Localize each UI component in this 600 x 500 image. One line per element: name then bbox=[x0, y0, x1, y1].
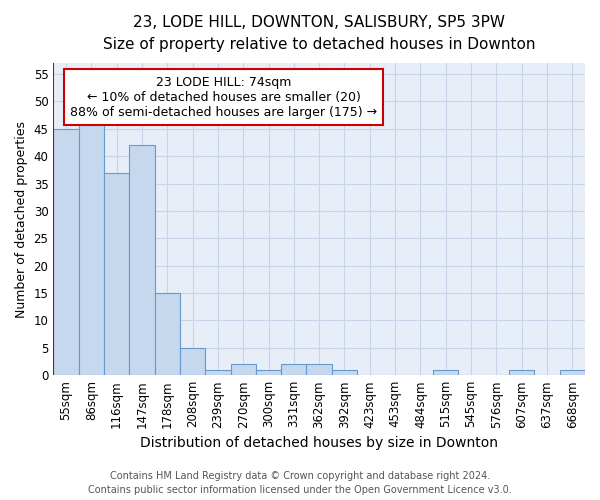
Bar bbox=[230, 364, 256, 375]
Bar bbox=[560, 370, 585, 375]
Text: 23 LODE HILL: 74sqm
← 10% of detached houses are smaller (20)
88% of semi-detach: 23 LODE HILL: 74sqm ← 10% of detached ho… bbox=[70, 76, 377, 118]
Bar bbox=[509, 370, 535, 375]
Y-axis label: Number of detached properties: Number of detached properties bbox=[15, 120, 28, 318]
X-axis label: Distribution of detached houses by size in Downton: Distribution of detached houses by size … bbox=[140, 436, 498, 450]
Bar bbox=[205, 370, 230, 375]
Bar bbox=[332, 370, 357, 375]
Bar bbox=[180, 348, 205, 375]
Text: Contains HM Land Registry data © Crown copyright and database right 2024.
Contai: Contains HM Land Registry data © Crown c… bbox=[88, 471, 512, 495]
Bar bbox=[79, 124, 104, 375]
Bar bbox=[281, 364, 307, 375]
Bar bbox=[256, 370, 281, 375]
Title: 23, LODE HILL, DOWNTON, SALISBURY, SP5 3PW
Size of property relative to detached: 23, LODE HILL, DOWNTON, SALISBURY, SP5 3… bbox=[103, 15, 535, 52]
Bar bbox=[155, 293, 180, 375]
Bar bbox=[53, 129, 79, 375]
Bar bbox=[307, 364, 332, 375]
Bar bbox=[104, 172, 129, 375]
Bar bbox=[433, 370, 458, 375]
Bar bbox=[129, 145, 155, 375]
